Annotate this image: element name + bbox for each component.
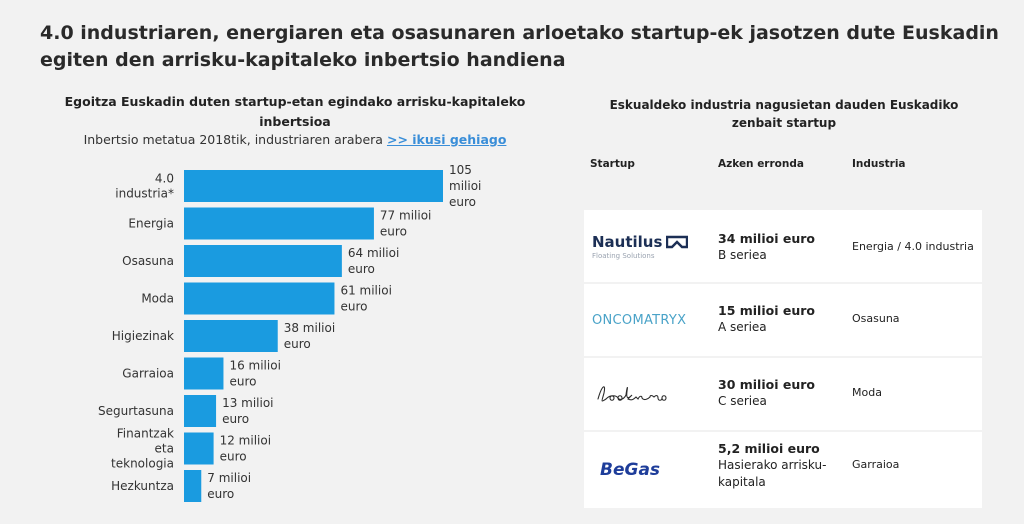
round-series: B seriea [718, 248, 767, 262]
value-label: 13 milioi euro [222, 396, 273, 426]
bar-5 [184, 320, 278, 352]
value-label: 38 milioi euro [284, 321, 335, 351]
category-label: 4.0 industria* [115, 172, 174, 201]
lookiero-logo-icon [592, 358, 710, 430]
begas-logo-text: BeGas [600, 460, 661, 480]
nautilus-logo-icon: Nautilus Floating Solutions [592, 210, 710, 282]
round-cell: 15 milioi euro A seriea [718, 302, 838, 336]
category-label: Hezkuntza [111, 479, 174, 493]
bar-1 [184, 170, 443, 202]
round-series: C seriea [718, 394, 767, 408]
bar-3 [184, 245, 342, 277]
industry-cell: Garraioa [852, 458, 900, 471]
bar-8 [184, 432, 214, 465]
round-amount: 30 milioi euro [718, 377, 815, 392]
round-series: A seriea [718, 320, 767, 334]
nautilus-logo-subtext: Floating Solutions [592, 251, 655, 260]
bar-6 [184, 357, 224, 390]
value-label: 61 milioi euro [340, 284, 391, 314]
bar-4 [184, 282, 335, 315]
chart-title: Egoitza Euskadin duten startup-etan egin… [64, 94, 526, 129]
round-amount: 5,2 milioi euro [718, 441, 820, 456]
table-row: 30 milioi euro C seriea Moda [584, 358, 982, 430]
round-cell: 30 milioi euro C seriea [718, 376, 838, 410]
category-label: Segurtasuna [98, 404, 174, 418]
header-startup: Startup [590, 158, 635, 170]
chart-subtitle-text: Inbertsio metatua 2018tik, industriaren … [83, 132, 383, 147]
oncomatryx-logo-text: ONCOMATRYX [592, 312, 687, 328]
bar-9 [184, 470, 202, 502]
bar-7 [184, 395, 217, 427]
table-row: ONCOMATRYX 15 milioi euro A seriea Osasun… [584, 284, 982, 356]
value-label: 105 milioi euro [449, 163, 481, 209]
nautilus-logo-text: Nautilus [592, 232, 663, 251]
category-label: Osasuna [122, 254, 174, 268]
industry-cell: Osasuna [852, 312, 900, 325]
industry-cell: Moda [852, 386, 882, 399]
category-label: Energia [128, 217, 174, 231]
category-label: Moda [141, 292, 174, 306]
nautilus-mark-icon [666, 235, 689, 248]
industry-cell: Energia / 4.0 industria [852, 240, 974, 253]
lookiero-script-icon [597, 386, 667, 402]
round-amount: 15 milioi euro [718, 303, 815, 318]
category-label: Higiezinak [112, 329, 174, 343]
bar-chart: 4.0 industria* 105 milioi euro Energia 77 mili… [98, 163, 481, 502]
chart-subtitle: Inbertsio metatua 2018tik, industriaren … [60, 132, 530, 147]
round-cell: 34 milioi euro B seriea [718, 230, 838, 264]
header-industry: Industria [852, 158, 906, 170]
table-title: Eskualdeko industria nagusietan dauden E… [609, 98, 959, 130]
value-label: 12 milioi euro [220, 434, 271, 464]
header-round: Azken erronda [718, 158, 804, 170]
begas-logo-icon: BeGas [592, 432, 710, 508]
round-amount: 34 milioi euro [718, 231, 815, 246]
value-label: 16 milioi euro [229, 359, 280, 389]
bar-2 [184, 207, 374, 240]
round-series: Hasierako arrisku-kapitala [718, 458, 827, 489]
value-label: 64 milioi euro [348, 246, 399, 276]
oncomatryx-logo-icon: ONCOMATRYX [592, 284, 710, 356]
category-label: Finantzak eta teknologia [111, 427, 174, 471]
table-row: Nautilus Floating Solutions 34 milioi eu… [584, 210, 982, 282]
table-row: BeGas 5,2 milioi euro Hasierako arrisku-k… [584, 432, 982, 508]
value-label: 77 milioi euro [380, 209, 431, 239]
page-title: 4.0 industriaren, energiaren eta osasuna… [40, 22, 999, 71]
value-label: 7 milioi euro [207, 471, 251, 501]
see-more-link[interactable]: >> ikusi gehiago [386, 132, 507, 147]
category-label: Garraioa [122, 367, 174, 381]
round-cell: 5,2 milioi euro Hasierako arrisku-kapital… [718, 440, 838, 491]
